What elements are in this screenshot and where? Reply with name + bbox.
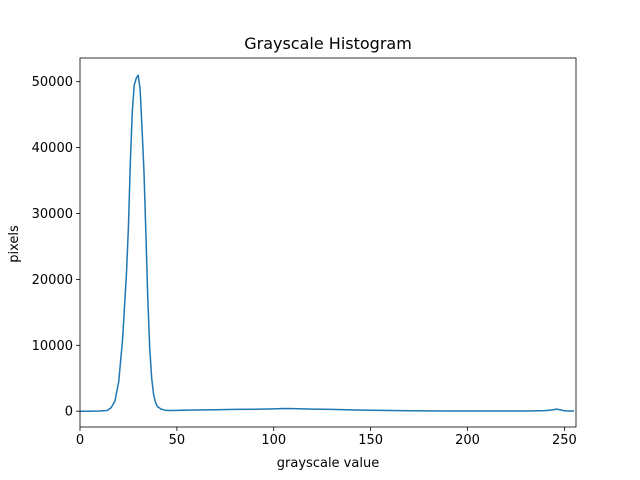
plot-area: 0 50 100 150 200 250 0 10000 20000 30000 40000 5000… — [32, 57, 577, 448]
y-tick-label: 20000 — [32, 273, 73, 288]
x-tick-label: 250 — [552, 433, 577, 448]
x-tick-label: 100 — [261, 433, 286, 448]
x-tick-label: 50 — [169, 433, 186, 448]
histogram-line — [80, 74, 575, 412]
x-axis-label: grayscale value — [277, 456, 379, 471]
axes-frame — [79, 57, 577, 428]
y-tick-label: 50000 — [32, 75, 73, 90]
x-tick-label: 0 — [76, 433, 84, 448]
x-tick-label: 150 — [358, 433, 383, 448]
y-tick-label: 30000 — [32, 207, 73, 222]
y-tick-label: 10000 — [32, 339, 73, 354]
x-tick-label: 200 — [455, 433, 480, 448]
y-tick-label: 40000 — [32, 141, 73, 156]
y-axis-label: pixels — [7, 225, 22, 263]
chart-title: Grayscale Histogram — [244, 34, 412, 53]
y-tick-label: 0 — [65, 405, 73, 420]
